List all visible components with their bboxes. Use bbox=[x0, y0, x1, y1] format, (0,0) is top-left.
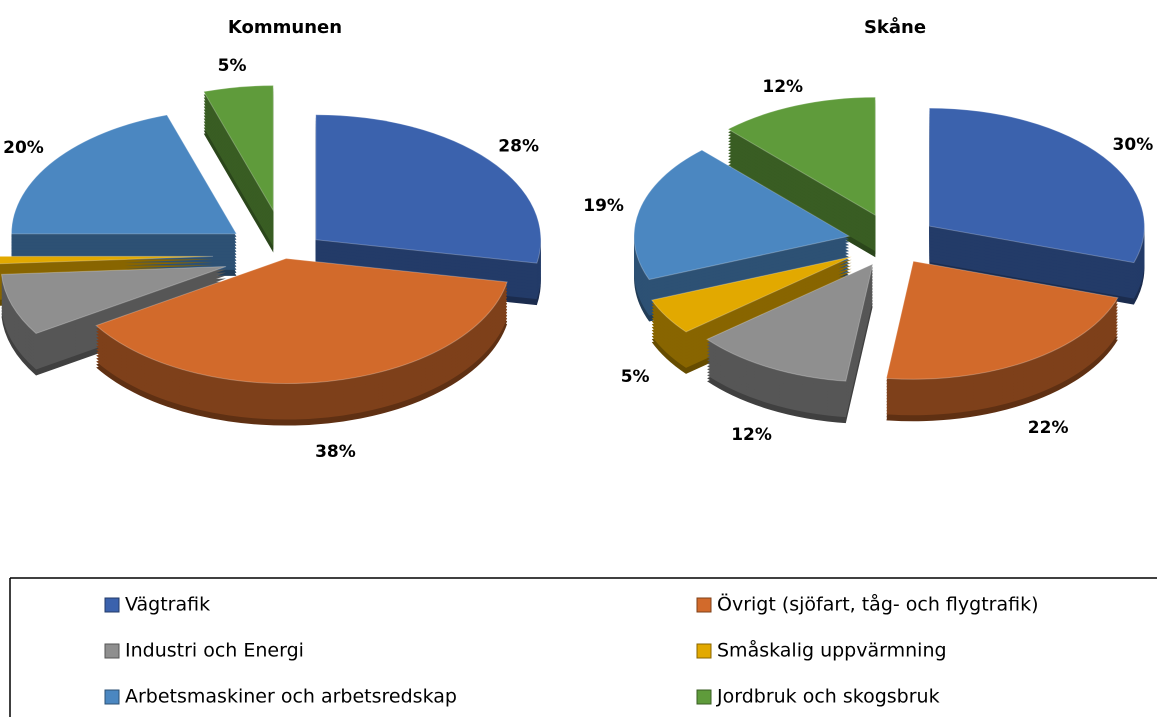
slice bbox=[10, 114, 238, 235]
legend-swatch bbox=[104, 689, 120, 705]
legend-swatch bbox=[696, 689, 712, 705]
chart-title: Kommunen bbox=[228, 17, 342, 38]
data-label: 22% bbox=[1028, 418, 1069, 438]
legend-swatch bbox=[104, 643, 120, 659]
slice bbox=[95, 258, 508, 385]
legend-label: Övrigt (sjöfart, tåg- och flygtrafik) bbox=[717, 593, 1039, 616]
data-label: 28% bbox=[498, 136, 539, 156]
legend-swatch bbox=[696, 643, 712, 659]
legend-label: Industri och Energi bbox=[125, 640, 304, 662]
data-label: 20% bbox=[3, 138, 44, 158]
slice bbox=[706, 263, 874, 382]
legend-swatch bbox=[696, 597, 712, 613]
slice bbox=[202, 85, 274, 213]
data-label: 38% bbox=[315, 442, 356, 462]
chart-title: Skåne bbox=[864, 16, 926, 38]
slice bbox=[0, 255, 214, 265]
legend-label: Jordbruk och skogsbruk bbox=[716, 686, 940, 708]
slice bbox=[650, 256, 852, 333]
legend-label: Småskalig uppvärmning bbox=[717, 639, 947, 662]
data-label: 12% bbox=[731, 425, 772, 445]
slice bbox=[928, 107, 1145, 264]
slice bbox=[315, 114, 542, 264]
slice bbox=[0, 265, 227, 335]
data-label: 30% bbox=[1113, 135, 1154, 155]
data-label: 5% bbox=[621, 367, 650, 387]
legend-swatch bbox=[104, 597, 120, 613]
slice bbox=[727, 96, 876, 217]
data-label: 5% bbox=[218, 56, 247, 76]
data-label: 19% bbox=[583, 196, 624, 216]
slice bbox=[633, 149, 851, 281]
legend-label: Vägtrafik bbox=[125, 594, 210, 616]
slice bbox=[885, 260, 1119, 380]
legend-label: Arbetsmaskiner och arbetsredskap bbox=[125, 686, 457, 708]
data-label: 12% bbox=[762, 77, 803, 97]
